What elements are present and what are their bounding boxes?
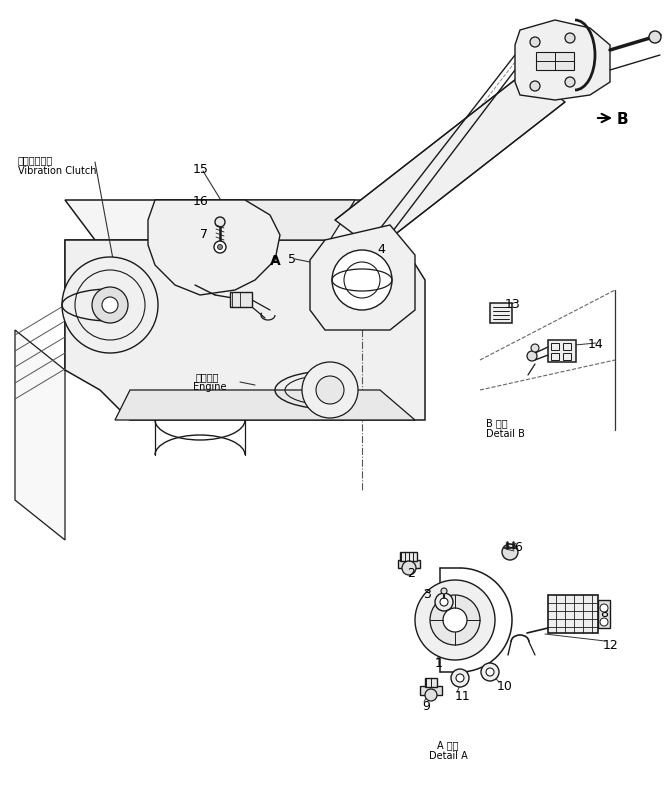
Bar	[230, 292, 252, 307]
Polygon shape	[65, 200, 400, 240]
Text: A 詳細: A 詳細	[438, 740, 459, 750]
Bar	[548, 340, 576, 362]
Text: 5: 5	[288, 253, 296, 266]
Text: 13: 13	[505, 298, 521, 311]
Circle shape	[92, 287, 128, 323]
Circle shape	[302, 362, 358, 418]
Text: 11: 11	[455, 690, 471, 703]
Circle shape	[649, 31, 661, 43]
Text: Detail A: Detail A	[429, 751, 467, 761]
Circle shape	[402, 561, 416, 575]
Text: 16: 16	[193, 195, 209, 208]
Circle shape	[102, 297, 118, 313]
Polygon shape	[15, 330, 65, 540]
Bar	[551, 353, 559, 360]
Text: A: A	[270, 254, 281, 268]
Text: 8: 8	[600, 607, 608, 620]
Text: 1: 1	[435, 657, 443, 670]
Circle shape	[217, 244, 223, 249]
Text: 3: 3	[423, 588, 431, 601]
Circle shape	[481, 663, 499, 681]
Bar	[400, 552, 417, 561]
Bar	[425, 678, 437, 687]
Circle shape	[415, 580, 495, 660]
Circle shape	[425, 689, 437, 701]
Circle shape	[486, 668, 494, 676]
Circle shape	[441, 588, 447, 594]
Text: Engine: Engine	[193, 382, 227, 392]
Text: 4: 4	[377, 243, 385, 256]
Polygon shape	[115, 390, 415, 420]
Circle shape	[443, 608, 467, 632]
Bar	[536, 52, 574, 70]
Bar	[420, 686, 442, 695]
Text: 起振クラッチ: 起振クラッチ	[18, 155, 53, 165]
Circle shape	[600, 604, 608, 612]
Text: 7: 7	[200, 228, 208, 241]
Circle shape	[332, 250, 392, 310]
Bar	[563, 343, 571, 350]
Circle shape	[430, 595, 480, 645]
Circle shape	[435, 593, 453, 611]
Circle shape	[316, 376, 344, 404]
Circle shape	[527, 351, 537, 361]
Polygon shape	[310, 225, 415, 330]
Text: 2: 2	[407, 567, 415, 580]
Text: B 詳細: B 詳細	[486, 418, 507, 428]
Circle shape	[451, 669, 469, 687]
Text: エンジン: エンジン	[196, 372, 219, 382]
Circle shape	[600, 618, 608, 626]
Polygon shape	[335, 72, 565, 250]
Circle shape	[214, 241, 226, 253]
Polygon shape	[515, 20, 610, 100]
Polygon shape	[65, 240, 120, 380]
Circle shape	[531, 344, 539, 352]
Bar	[490, 303, 512, 323]
Text: 6: 6	[514, 541, 522, 554]
Text: Vibration Clutch: Vibration Clutch	[18, 166, 96, 176]
Polygon shape	[148, 200, 280, 295]
Circle shape	[565, 33, 575, 43]
Text: 10: 10	[497, 680, 513, 693]
Circle shape	[565, 77, 575, 87]
Circle shape	[215, 217, 225, 227]
Text: Detail B: Detail B	[486, 429, 525, 439]
Text: 12: 12	[603, 639, 618, 652]
Text: 15: 15	[193, 163, 209, 176]
Polygon shape	[65, 240, 425, 420]
Circle shape	[440, 598, 448, 606]
Bar	[551, 343, 559, 350]
Circle shape	[62, 257, 158, 353]
Text: B: B	[617, 112, 628, 127]
Bar	[598, 600, 610, 628]
Text: 9: 9	[422, 700, 430, 713]
Polygon shape	[155, 200, 355, 240]
Circle shape	[456, 674, 464, 682]
Circle shape	[530, 81, 540, 91]
Circle shape	[530, 37, 540, 47]
Bar	[563, 353, 571, 360]
Text: 14: 14	[588, 338, 604, 351]
Bar	[548, 595, 598, 633]
Bar	[398, 560, 420, 568]
Circle shape	[502, 544, 518, 560]
